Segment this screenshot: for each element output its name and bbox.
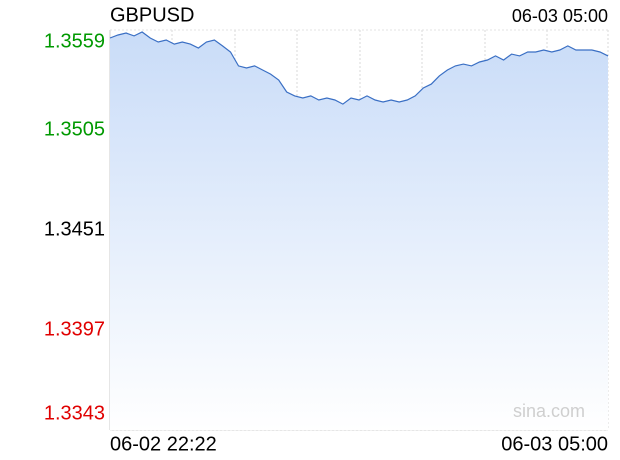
y-tick-label: 1.3559 [44,30,105,52]
y-tick-label: 1.3505 [44,118,105,140]
y-tick-label: 1.3343 [44,402,105,424]
area [110,32,608,430]
x-tick-label: 06-03 05:00 [501,433,608,455]
x-tick-label: 06-02 22:22 [110,433,217,455]
y-tick-label: 1.3451 [44,218,105,240]
line [109,31,609,105]
timestamp: 06-03 05:00 [512,6,608,26]
y-tick-label: 1.3397 [44,318,105,340]
chart-title: GBPUSD [110,4,194,26]
watermark: sina.com [513,401,585,421]
